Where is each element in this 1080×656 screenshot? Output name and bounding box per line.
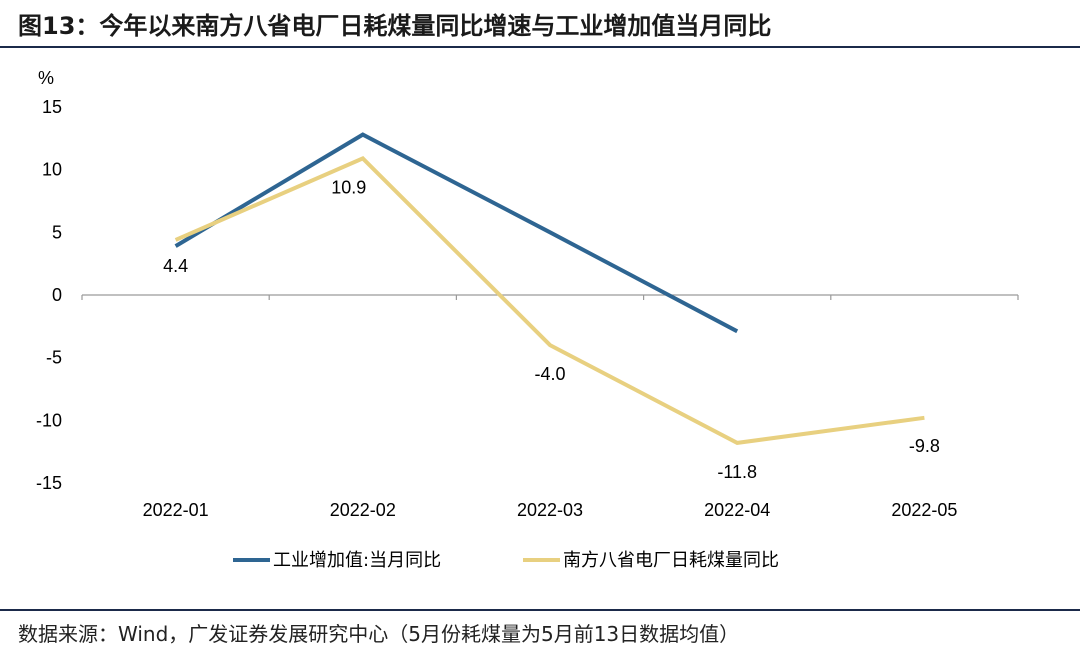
series-line-industrial bbox=[174, 132, 739, 334]
legend-label-coal: 南方八省电厂日耗煤量同比 bbox=[563, 550, 779, 571]
x-tick-label: 2022-05 bbox=[891, 500, 957, 520]
data-label: 10.9 bbox=[331, 177, 366, 197]
data-labels: 4.4 10.9 -4.0 -11.8 -9.8 bbox=[163, 177, 940, 482]
y-tick-label: -5 bbox=[46, 348, 62, 368]
x-axis-ticks: 2022-01 2022-02 2022-03 2022-04 2022-05 bbox=[81, 295, 1019, 520]
y-tick-label: -10 bbox=[36, 410, 62, 430]
series-lines bbox=[174, 132, 925, 445]
y-tick-label: 10 bbox=[42, 160, 62, 180]
legend: 工业增加值:当月同比 南方八省电厂日耗煤量同比 bbox=[233, 550, 779, 571]
x-tick-label: 2022-04 bbox=[704, 500, 770, 520]
data-label: -4.0 bbox=[534, 364, 565, 384]
y-axis-unit: % bbox=[38, 68, 54, 88]
source-note: 数据来源：Wind，广发证券发展研究中心（5月份耗煤量为5月前13日数据均值） bbox=[18, 622, 740, 646]
data-label: 4.4 bbox=[163, 256, 188, 276]
y-tick-label: -15 bbox=[36, 473, 62, 493]
x-tick-label: 2022-02 bbox=[330, 500, 396, 520]
y-axis-ticks: 15 10 5 0 -5 -10 -15 bbox=[36, 97, 62, 493]
footer-rule bbox=[0, 609, 1080, 611]
data-label: -9.8 bbox=[909, 436, 940, 456]
chart-title: 图13：今年以来南方八省电厂日耗煤量同比增速与工业增加值当月同比 bbox=[18, 12, 772, 40]
y-tick-label: 5 bbox=[52, 222, 62, 242]
data-label: -11.8 bbox=[717, 462, 757, 482]
y-tick-label: 0 bbox=[52, 285, 62, 305]
y-tick-label: 15 bbox=[42, 97, 62, 117]
title-rule bbox=[0, 46, 1080, 48]
x-tick-label: 2022-03 bbox=[517, 500, 583, 520]
x-tick-label: 2022-01 bbox=[143, 500, 209, 520]
legend-label-industrial: 工业增加值:当月同比 bbox=[273, 550, 441, 571]
series-line-coal bbox=[174, 156, 925, 445]
